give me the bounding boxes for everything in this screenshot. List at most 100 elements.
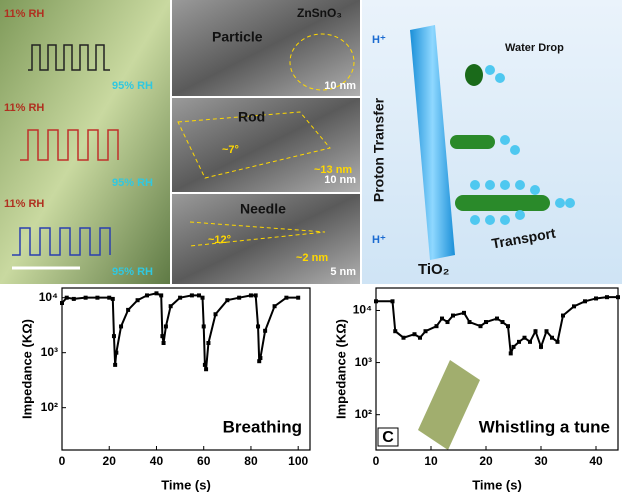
- point: [451, 314, 455, 318]
- y-tick-label: 10⁴: [353, 303, 372, 317]
- rod: [450, 135, 495, 149]
- point: [479, 324, 483, 328]
- point: [413, 332, 417, 336]
- point: [119, 324, 123, 328]
- water-drop-label: Water Drop: [505, 42, 564, 54]
- point: [114, 351, 118, 355]
- x-tick-label: 40: [150, 454, 164, 468]
- x-tick-label: 0: [59, 454, 66, 468]
- point: [391, 299, 395, 303]
- point: [107, 296, 111, 300]
- point: [249, 293, 253, 297]
- point: [484, 320, 488, 324]
- panel-label: C: [382, 429, 394, 446]
- point: [214, 312, 218, 316]
- series-line: [376, 297, 618, 353]
- point: [556, 340, 560, 344]
- tem-label: ZnSnO₃: [297, 6, 342, 20]
- point: [509, 351, 513, 355]
- point: [72, 297, 76, 301]
- point: [528, 340, 532, 344]
- point: [113, 363, 117, 367]
- point: [159, 293, 163, 297]
- x-tick-label: 20: [479, 454, 493, 468]
- point: [206, 341, 210, 345]
- point: [523, 336, 527, 340]
- point: [111, 297, 115, 301]
- point: [112, 334, 116, 338]
- point: [160, 334, 164, 338]
- point: [237, 296, 241, 300]
- point: [169, 304, 173, 308]
- point: [258, 356, 262, 360]
- rh-label: 95% RH: [112, 80, 153, 92]
- point: [495, 317, 499, 321]
- point: [435, 324, 439, 328]
- point: [440, 317, 444, 321]
- point: [256, 324, 260, 328]
- point: [583, 299, 587, 303]
- point: [506, 324, 510, 328]
- point: [60, 301, 64, 305]
- rh-label: 11% RH: [4, 102, 44, 114]
- y-tick-label: 10²: [41, 400, 58, 414]
- y-tick-label: 10³: [355, 355, 372, 369]
- y-axis-label: Impedance (KΩ): [333, 319, 348, 419]
- point: [126, 308, 130, 312]
- point: [225, 298, 229, 302]
- angle: ~7°: [222, 144, 239, 156]
- point: [204, 367, 208, 371]
- point: [162, 341, 166, 345]
- point: [374, 299, 378, 303]
- sem-image: [0, 0, 170, 284]
- series-line: [62, 293, 298, 369]
- point: [572, 304, 576, 308]
- x-tick-label: 0: [373, 454, 380, 468]
- point: [95, 296, 99, 300]
- point: [178, 296, 182, 300]
- point: [517, 340, 521, 344]
- width: ~2 nm: [296, 252, 328, 264]
- tio2-label: TiO₂: [418, 261, 449, 278]
- scale-label: 10 nm: [324, 80, 356, 92]
- annotation: Whistling a tune: [479, 417, 610, 436]
- x-tick-label: 30: [534, 454, 548, 468]
- water-drop: [465, 64, 483, 86]
- rh-label: 11% RH: [4, 8, 44, 20]
- point: [418, 336, 422, 340]
- point: [545, 329, 549, 333]
- scale-label: 5 nm: [330, 266, 356, 278]
- point: [284, 296, 288, 300]
- inset: [418, 360, 480, 450]
- proton: H⁺: [372, 34, 386, 46]
- x-axis-label: Time (s): [472, 477, 522, 492]
- angle: ~12°: [208, 234, 231, 246]
- point: [84, 296, 88, 300]
- x-tick-label: 20: [103, 454, 117, 468]
- rh-label: 95% RH: [112, 177, 153, 189]
- x-tick-label: 40: [589, 454, 603, 468]
- point: [393, 329, 397, 333]
- figure: 11% RH 95% RH 11% RH 95% RH 11% RH 95% R…: [0, 0, 622, 495]
- x-axis-label: Time (s): [161, 477, 211, 492]
- point: [468, 320, 472, 324]
- point: [65, 296, 69, 300]
- point: [539, 345, 543, 349]
- point: [197, 293, 201, 297]
- point: [164, 324, 168, 328]
- point: [154, 291, 158, 295]
- rod: [455, 195, 550, 211]
- tem-label: Rod: [238, 109, 265, 125]
- x-tick-label: 60: [197, 454, 211, 468]
- y-tick-label: 10⁴: [39, 290, 58, 304]
- point: [534, 329, 538, 333]
- point: [501, 320, 505, 324]
- proton: H⁺: [372, 234, 386, 246]
- point: [145, 293, 149, 297]
- point: [512, 345, 516, 349]
- proton-transfer: Proton Transfer: [371, 97, 387, 202]
- point: [190, 293, 194, 297]
- annotation: Breathing: [223, 417, 302, 436]
- point: [136, 298, 140, 302]
- scale-label: 10 nm: [324, 174, 356, 186]
